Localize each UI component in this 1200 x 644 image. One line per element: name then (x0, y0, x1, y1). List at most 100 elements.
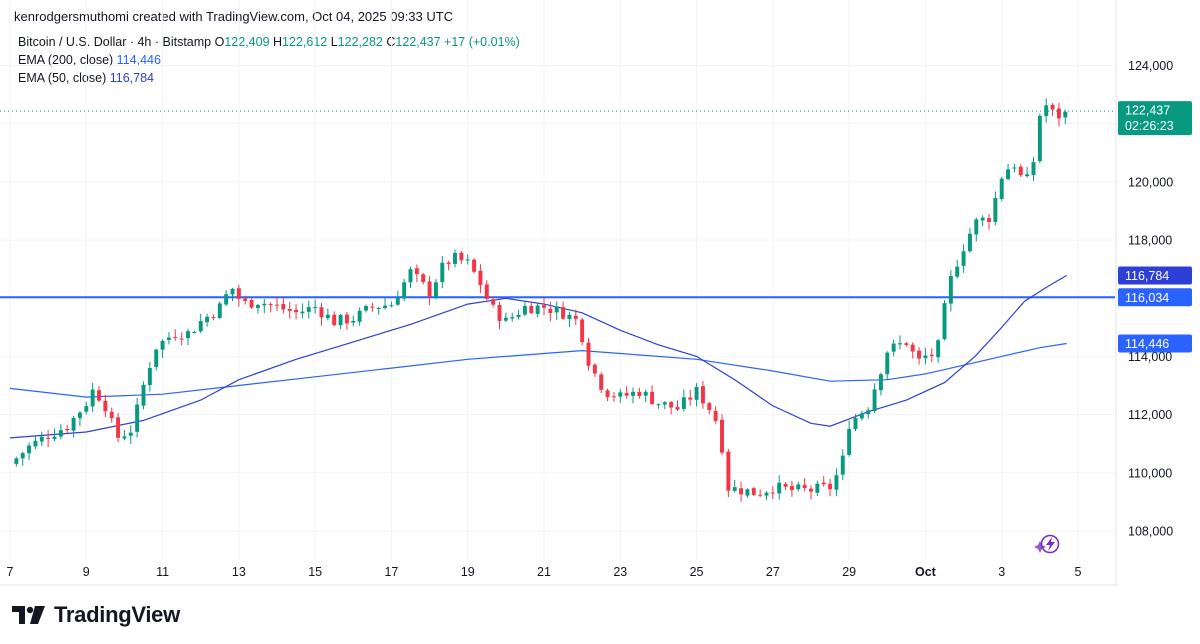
price-tag-hline (1118, 288, 1192, 307)
candle-body (319, 307, 324, 318)
candle-body (904, 343, 909, 345)
ema200-legend[interactable]: EMA (200, close) 114,446 (18, 53, 161, 67)
attribution-text: kenrodgersmuthomi created with TradingVi… (14, 9, 454, 24)
candle-body (891, 343, 896, 352)
candle-body (262, 303, 267, 306)
flash-icon[interactable] (1034, 534, 1060, 554)
x-tick-label: 27 (766, 565, 780, 579)
x-tick-label: 17 (384, 565, 398, 579)
candle-body (815, 483, 820, 493)
candle-body (828, 483, 833, 490)
ema200-line (9, 342, 1067, 398)
candle-body (243, 298, 248, 301)
high-value: 122,612 (282, 35, 328, 49)
price-tag-label: 114,446 (1125, 337, 1169, 351)
candle-body (84, 406, 89, 412)
candle-body (58, 430, 63, 437)
x-tick-label: 7 (7, 565, 14, 579)
candle-body (764, 492, 769, 496)
candle-body (427, 281, 432, 297)
x-tick-label: 19 (461, 565, 475, 579)
candle-body (548, 308, 553, 313)
candle-body (650, 391, 655, 404)
candle-body (656, 404, 661, 406)
tradingview-logo[interactable]: TradingView (12, 602, 180, 628)
candle-body (967, 233, 972, 252)
candle-body (631, 391, 635, 396)
candle-body (198, 321, 203, 332)
candle-body (77, 412, 82, 419)
candle-body (999, 178, 1004, 199)
candle-body (300, 311, 305, 314)
ema50-legend[interactable]: EMA (50, close) 116,784 (18, 71, 154, 85)
low-value: 122,282 (337, 35, 383, 49)
candle-body (707, 403, 712, 411)
candle-body (732, 487, 737, 491)
y-tick-label: 108,000 (1128, 524, 1173, 538)
x-tick-label: 23 (613, 565, 627, 579)
y-tick-label: 120,000 (1128, 175, 1173, 189)
candle-body (726, 451, 731, 491)
candle-body (923, 355, 928, 359)
candle-body (942, 303, 947, 340)
y-axis[interactable]: 108,000 110,000 112,000 114,000 118,000 120,0… (1128, 59, 1173, 538)
candle-body (65, 428, 70, 431)
candle-body (90, 389, 95, 407)
candle-body (510, 317, 515, 319)
candle-body (313, 306, 318, 308)
candle-body (713, 410, 718, 421)
close-label: C (386, 35, 396, 49)
candle-body (27, 445, 32, 454)
candle-body (834, 475, 839, 490)
logo-text: TradingView (54, 602, 180, 627)
candle-body (376, 308, 381, 310)
candle-body (853, 417, 858, 430)
candle-body (573, 315, 578, 319)
candle-body (1025, 174, 1030, 177)
candle-body (236, 288, 241, 299)
candle-body (866, 410, 871, 415)
candle-body (351, 321, 356, 323)
candle-body (46, 437, 51, 439)
price-tag-ema50 (1118, 266, 1192, 285)
candle-body (52, 436, 57, 440)
candle-body (955, 266, 960, 277)
candle-body (370, 306, 375, 308)
candle-body (542, 305, 546, 308)
candle-body (796, 484, 801, 490)
candle-body (637, 391, 642, 397)
y-tick-label: 124,000 (1128, 59, 1173, 73)
candle-body (878, 374, 883, 391)
ema50-label: EMA (50, close) (18, 71, 107, 85)
candle-body (478, 270, 483, 286)
x-axis[interactable]: 7 9 11 13 15 17 19 21 23 25 27 29 Oct 3 5 (7, 565, 1082, 579)
ema-lines (9, 274, 1067, 439)
candle-body (135, 404, 140, 432)
open-label: O (214, 35, 225, 49)
candle-body (700, 386, 705, 404)
candle-body (936, 340, 941, 358)
y-tick-label: 110,000 (1128, 466, 1172, 480)
candle-body (39, 436, 44, 442)
candle-body (1056, 108, 1061, 119)
candle-body (154, 349, 159, 367)
candle-body (281, 303, 286, 310)
x-tick-label: 29 (842, 565, 856, 579)
candle-body (160, 340, 165, 350)
candle-body (179, 338, 184, 340)
candle-body (580, 319, 585, 343)
candle-body (459, 252, 464, 261)
candle-body (789, 486, 794, 491)
candle-body (885, 352, 890, 375)
candles (14, 98, 1068, 502)
candle-body (287, 308, 292, 311)
candle-body (186, 331, 190, 339)
candle-body (109, 411, 114, 419)
candle-body (465, 259, 470, 261)
x-tick-label: 25 (690, 565, 704, 579)
candle-body (217, 303, 222, 319)
candle-body (910, 344, 915, 352)
candle-body (948, 276, 953, 304)
candle-body (751, 488, 756, 495)
